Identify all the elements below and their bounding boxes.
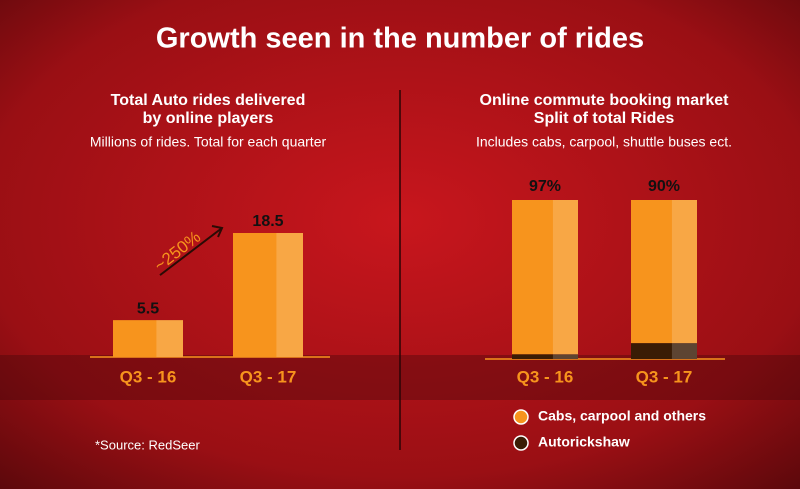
growth-arrowhead	[211, 225, 224, 238]
source: *Source: RedSeer	[95, 437, 200, 452]
bar	[113, 320, 183, 357]
bar-highlight	[276, 233, 303, 357]
bar-highlight	[552, 354, 578, 359]
bar-highlight	[671, 200, 697, 344]
legend-label: Cabs, carpool and others	[538, 408, 706, 424]
bar-segment	[631, 343, 697, 359]
bar	[233, 233, 303, 357]
x-tick-label: Q3 - 17	[636, 367, 693, 386]
page-title: Growth seen in the number of rides	[156, 23, 644, 55]
legend-label: Autorickshaw	[538, 434, 630, 450]
data-label: 97%	[529, 178, 561, 195]
chart-title: Online commute booking market	[480, 92, 730, 109]
bar-highlight	[552, 200, 578, 355]
x-tick-label: Q3 - 16	[120, 367, 177, 386]
bar-highlight	[671, 343, 697, 359]
bar-segment	[631, 200, 697, 344]
x-tick-label: Q3 - 17	[240, 367, 297, 386]
data-label: 5.5	[137, 300, 159, 317]
data-label: 90%	[648, 178, 680, 195]
bar-segment	[512, 200, 578, 355]
data-label: 18.5	[252, 213, 283, 230]
x-tick-label: Q3 - 16	[517, 367, 574, 386]
bar-highlight	[156, 320, 183, 357]
legend-swatch	[513, 435, 529, 451]
chart-title: Split of total Rides	[534, 110, 675, 127]
chart-subtitle: Millions of rides. Total for each quarte…	[90, 134, 327, 150]
chart-title: Total Auto rides delivered	[111, 92, 306, 109]
chart-subtitle: Includes cabs, carpool, shuttle buses ec…	[476, 134, 732, 150]
bar-segment	[512, 354, 578, 359]
chart-title: by online players	[143, 110, 274, 127]
growth-arrow	[159, 227, 223, 276]
legend-swatch	[513, 409, 529, 425]
